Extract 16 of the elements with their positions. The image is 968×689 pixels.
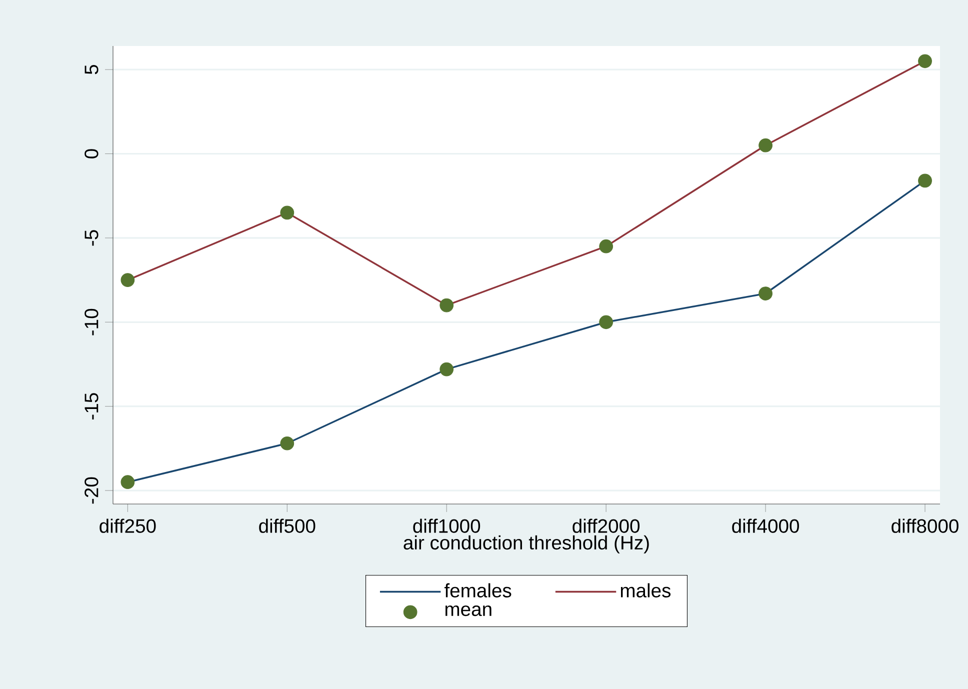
x-tick-label: diff250 [100,518,156,533]
x-axis-title: air conduction threshold (Hz) [404,535,649,554]
y-tick-label: -20 [84,477,98,504]
y-tick-label: -10 [84,308,98,336]
legend-label: females [444,583,512,598]
legend-label: males [620,583,671,598]
y-tick-label: -15 [84,393,98,420]
y-tick-label: -5 [84,230,98,246]
x-tick-label: diff4000 [732,518,800,533]
x-tick-label: diff500 [259,518,316,533]
y-tick-label: 0 [84,149,98,158]
x-tick-label: diff8000 [892,518,958,533]
x-tick-label: diff2000 [572,518,640,533]
legend-label: mean [445,605,492,616]
y-tick-label: 5 [84,64,98,74]
x-tick-label: diff1000 [413,518,480,533]
